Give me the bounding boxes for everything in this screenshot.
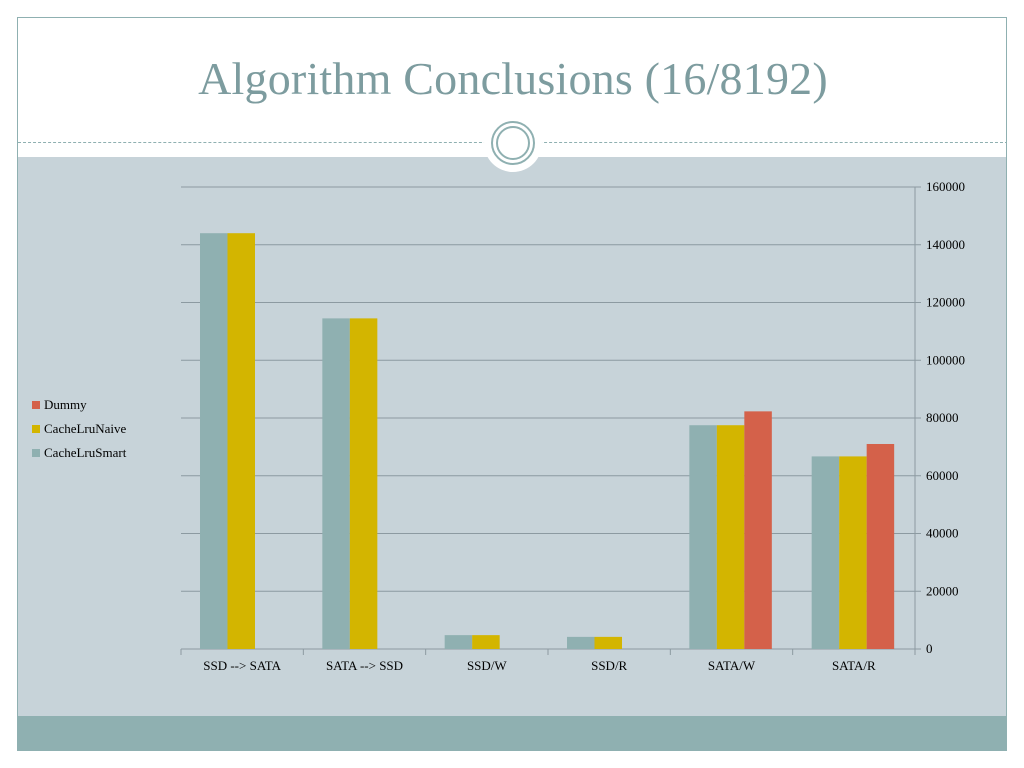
bar-cachelrunaive-4 bbox=[716, 425, 745, 649]
x-tick-label: SATA --> SSD bbox=[326, 658, 403, 673]
y-tick-label: 20000 bbox=[926, 583, 959, 598]
x-tick-label: SATA/W bbox=[708, 658, 756, 673]
y-tick-label: 40000 bbox=[926, 526, 959, 541]
bar-dummy-5 bbox=[866, 443, 895, 649]
y-tick-label: 100000 bbox=[926, 352, 965, 367]
bar-cachelrusmart-0 bbox=[200, 233, 228, 649]
x-tick-label: SSD/W bbox=[467, 658, 507, 673]
y-tick-label: 120000 bbox=[926, 295, 965, 310]
y-tick-label: 160000 bbox=[926, 179, 965, 194]
legend-item: CacheLruNaive bbox=[32, 417, 126, 441]
bar-cachelrunaive-1 bbox=[349, 318, 378, 649]
legend-item: Dummy bbox=[32, 393, 126, 417]
legend-label: CacheLruNaive bbox=[44, 421, 127, 436]
legend-label: CacheLruSmart bbox=[44, 445, 127, 460]
bar-cachelrunaive-5 bbox=[839, 456, 867, 649]
double-ring-icon bbox=[484, 114, 542, 172]
y-tick-label: 60000 bbox=[926, 468, 959, 483]
bar-cachelrunaive-2 bbox=[472, 635, 500, 649]
bar-cachelrusmart-2 bbox=[444, 635, 473, 649]
slide: Algorithm Conclusions (16/8192) bbox=[17, 17, 1007, 751]
bar-cachelrusmart-4 bbox=[689, 425, 717, 649]
legend-swatch bbox=[32, 401, 40, 409]
y-tick-label: 140000 bbox=[926, 237, 965, 252]
x-tick-label: SSD --> SATA bbox=[203, 658, 281, 673]
bar-cachelrusmart-3 bbox=[567, 636, 595, 649]
legend-swatch bbox=[32, 449, 40, 457]
legend-swatch bbox=[32, 425, 40, 433]
bar-cachelrusmart-5 bbox=[811, 456, 840, 649]
footer-band bbox=[18, 716, 1006, 750]
legend-label: Dummy bbox=[44, 397, 87, 412]
x-tick-label: SATA/R bbox=[832, 658, 876, 673]
bar-cachelrusmart-1 bbox=[322, 318, 350, 649]
y-tick-label: 0 bbox=[926, 641, 933, 656]
bar-dummy-4 bbox=[744, 411, 772, 649]
bar-cachelrunaive-0 bbox=[227, 233, 255, 649]
x-tick-label: SSD/R bbox=[591, 658, 627, 673]
bar-cachelrunaive-3 bbox=[594, 636, 622, 649]
y-tick-label: 80000 bbox=[926, 410, 959, 425]
slide-title: Algorithm Conclusions (16/8192) bbox=[198, 53, 828, 104]
chart-legend: Dummy CacheLruNaive CacheLruSmart bbox=[32, 393, 126, 465]
legend-item: CacheLruSmart bbox=[32, 441, 126, 465]
